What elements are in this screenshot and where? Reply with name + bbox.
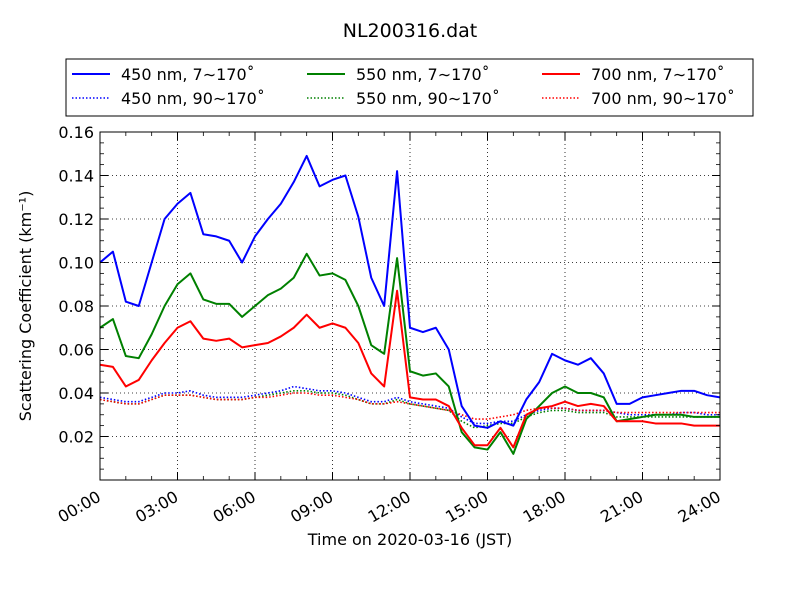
series-points-4 — [99, 290, 721, 448]
y-axis-label: Scattering Coefficient (km⁻¹) — [16, 191, 35, 422]
chart-title: NL200316.dat — [343, 20, 478, 42]
y-tick-label: 0.06 — [58, 341, 94, 360]
legend-label-4: 700 nm, 7∼170˚ — [591, 65, 725, 84]
y-tick-label: 0.04 — [58, 384, 94, 403]
legend-label-3: 550 nm, 90∼170˚ — [356, 89, 500, 108]
grid — [100, 132, 720, 480]
plot-area — [99, 131, 721, 481]
legend-label-0: 450 nm, 7∼170˚ — [121, 65, 255, 84]
y-axis-tick-labels: 0.02 0.04 0.06 0.08 0.10 0.12 0.14 0.16 — [58, 123, 94, 447]
legend-label-5: 700 nm, 90∼170˚ — [591, 89, 735, 108]
legend-frame — [65, 58, 754, 117]
legend-label-2: 550 nm, 7∼170˚ — [356, 65, 490, 84]
series-layer — [99, 154, 721, 455]
y-tick-label: 0.12 — [58, 210, 94, 229]
y-tick-label: 0.10 — [58, 254, 94, 273]
y-tick-label: 0.14 — [58, 167, 94, 186]
y-tick-label: 0.02 — [58, 428, 94, 447]
axis-ticks — [99, 131, 721, 481]
legend-label-1: 450 nm, 90∼170˚ — [121, 89, 265, 108]
legend: 450 nm, 7∼170˚ 450 nm, 90∼170˚ 550 nm, 7∼1… — [65, 58, 754, 117]
x-axis-label: Time on 2020-03-16 (JST) — [307, 530, 512, 549]
y-tick-label: 0.16 — [58, 123, 94, 142]
y-tick-label: 0.08 — [58, 297, 94, 316]
